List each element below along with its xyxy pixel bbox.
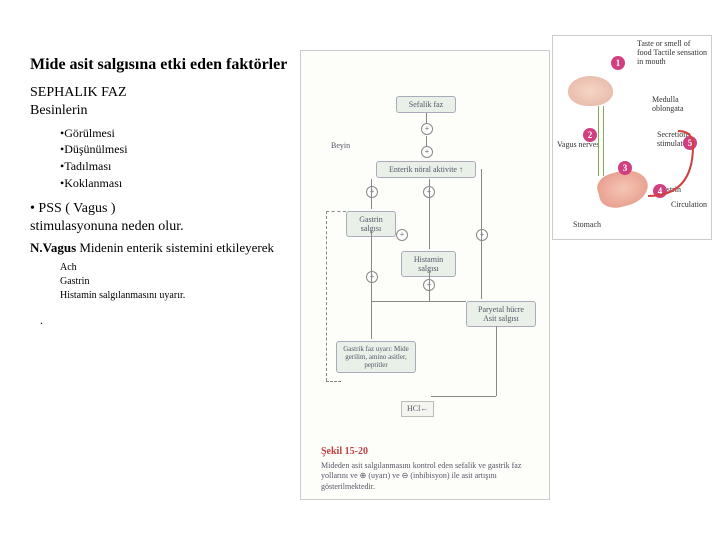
connector-line xyxy=(371,301,466,302)
pss-effect: stimulasyonuna neden olur. xyxy=(30,219,184,234)
text-content: Mide asit salgısına etki eden faktörler … xyxy=(30,55,290,328)
plus-icon: + xyxy=(366,186,378,198)
nerve-line xyxy=(598,106,599,176)
nvagus-rest: Midenin enterik sistemini etkileyerek xyxy=(76,240,274,255)
figure-caption: Mideden asit salgılanmasını kontrol eden… xyxy=(321,461,531,492)
connector-line xyxy=(431,396,496,397)
circulation-arc xyxy=(643,126,703,206)
center-flowchart: Sefalik faz Beyin Enterik nöral aktivite… xyxy=(300,50,550,500)
node-gastrik-faz: Gastrik faz uyarı: Mide gerilim, amino a… xyxy=(336,341,416,373)
plus-icon: + xyxy=(421,123,433,135)
step-number: 3 xyxy=(618,161,632,175)
bullet-item: •Tadılması xyxy=(60,158,290,175)
connector-line xyxy=(481,169,482,299)
connector-line xyxy=(426,113,427,123)
bullet-item: •Görülmesi xyxy=(60,125,290,142)
label-beyin: Beyin xyxy=(331,141,350,151)
list-item: Gastrin xyxy=(60,275,290,289)
connector-line xyxy=(371,179,372,209)
plus-icon: + xyxy=(476,229,488,241)
label-vagus: Vagus nerves xyxy=(557,141,607,150)
right-anatomy-diagram: Taste or smell of food Tactile sensation… xyxy=(552,35,712,240)
bullet-item: •Koklanması xyxy=(60,175,290,192)
node-enterik: Enterik nöral aktivite ↑ xyxy=(376,161,476,178)
step-number: 1 xyxy=(611,56,625,70)
nvagus-line: N.Vagus Midenin enterik sistemini etkile… xyxy=(30,240,290,257)
connector-line xyxy=(371,231,372,339)
list-item: Histamin salgılanmasını uyarır. xyxy=(60,289,290,303)
nvagus-bold: N.Vagus xyxy=(30,240,76,255)
label-stomach: Stomach xyxy=(573,221,601,230)
nerve-line xyxy=(603,106,604,176)
plus-icon: + xyxy=(396,229,408,241)
period: . xyxy=(40,313,290,328)
bullet-list: •Görülmesi •Düşünülmesi •Tadılması •Kokl… xyxy=(60,125,290,192)
label-hcl: HCl← xyxy=(401,401,434,417)
slide-title: Mide asit salgısına etki eden faktörler xyxy=(30,55,290,74)
dashed-connector xyxy=(326,211,327,381)
step-number: 2 xyxy=(583,128,597,142)
label-medulla: Medulla oblongata xyxy=(652,96,707,114)
connector-line xyxy=(496,326,497,396)
connector-line xyxy=(429,271,430,301)
node-paryetal: Paryetal hücre Asit salgısı xyxy=(466,301,536,327)
plus-icon: + xyxy=(366,271,378,283)
dashed-connector xyxy=(326,381,341,382)
plus-icon: + xyxy=(421,146,433,158)
figure-label: Şekil 15-20 xyxy=(321,446,368,457)
node-sefalik: Sefalik faz xyxy=(396,96,456,113)
list-item: Ach xyxy=(60,261,290,275)
substance-list: Ach Gastrin Histamin salgılanmasını uyar… xyxy=(60,261,290,303)
connector-line xyxy=(429,179,430,249)
bullet-item: •Düşünülmesi xyxy=(60,141,290,158)
brain-icon xyxy=(568,76,613,106)
subtitle-food: Besinlerin xyxy=(30,102,290,120)
pss-line: • PSS ( Vagus ) stimulasyonuna neden olu… xyxy=(30,200,290,236)
dashed-connector xyxy=(326,211,346,212)
subtitle-phase: SEPHALIK FAZ xyxy=(30,84,290,102)
pss-label: • PSS ( Vagus ) xyxy=(30,201,116,216)
connector-line xyxy=(426,136,427,146)
label-taste: Taste or smell of food Tactile sensation… xyxy=(637,40,707,66)
